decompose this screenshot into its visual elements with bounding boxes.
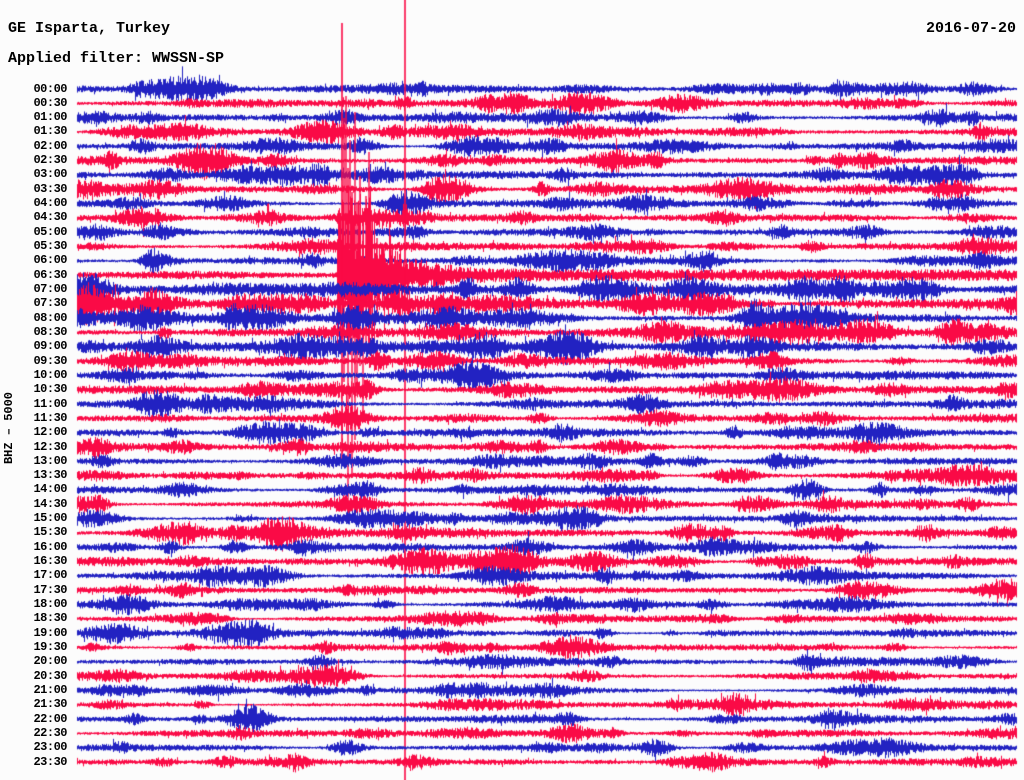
time-label-0230: 02:30	[33, 153, 67, 168]
time-label-2330: 23:30	[33, 754, 67, 769]
time-label-1930: 19:30	[33, 639, 67, 654]
time-label-0500: 05:00	[33, 224, 67, 239]
time-label-0330: 03:30	[33, 181, 67, 196]
time-label-0100: 01:00	[33, 110, 67, 125]
time-label-2230: 22:30	[33, 725, 67, 740]
time-label-1900: 19:00	[33, 625, 67, 640]
time-label-1600: 16:00	[33, 539, 67, 554]
time-label-1700: 17:00	[33, 568, 67, 583]
time-label-1730: 17:30	[33, 582, 67, 597]
time-label-0430: 04:30	[33, 210, 67, 225]
time-label-0600: 06:00	[33, 253, 67, 268]
time-label-1630: 16:30	[33, 554, 67, 569]
time-label-1800: 18:00	[33, 597, 67, 612]
time-label-0930: 09:30	[33, 353, 67, 368]
time-label-0830: 08:30	[33, 324, 67, 339]
time-label-2100: 21:00	[33, 682, 67, 697]
time-label-2130: 21:30	[33, 697, 67, 712]
time-label-0000: 00:00	[33, 81, 67, 96]
time-label-1030: 10:30	[33, 382, 67, 397]
time-label-0900: 09:00	[33, 339, 67, 354]
time-label-1430: 14:30	[33, 496, 67, 511]
time-label-0030: 00:30	[33, 95, 67, 110]
filter-label: Applied filter: WWSSN-SP	[8, 50, 225, 67]
date-label: 2016-07-20	[925, 20, 1016, 37]
station-title: GE Isparta, Turkey	[8, 20, 171, 37]
time-label-1100: 11:00	[33, 396, 67, 411]
time-label-0300: 03:00	[33, 167, 67, 182]
time-label-1400: 14:00	[33, 482, 67, 497]
time-label-0130: 01:30	[33, 124, 67, 139]
time-label-1530: 15:30	[33, 525, 67, 540]
time-label-0800: 08:00	[33, 310, 67, 325]
time-label-0730: 07:30	[33, 296, 67, 311]
time-label-1330: 13:30	[33, 468, 67, 483]
time-label-1500: 15:00	[33, 511, 67, 526]
time-label-0630: 06:30	[33, 267, 67, 282]
time-label-1200: 12:00	[33, 425, 67, 440]
time-label-1000: 10:00	[33, 367, 67, 382]
time-label-1300: 13:00	[33, 453, 67, 468]
time-label-0530: 05:30	[33, 239, 67, 254]
time-label-2300: 23:00	[33, 740, 67, 755]
time-label-1230: 12:30	[33, 439, 67, 454]
time-label-0200: 02:00	[33, 138, 67, 153]
time-label-2200: 22:00	[33, 711, 67, 726]
time-label-0400: 04:00	[33, 196, 67, 211]
time-label-1130: 11:30	[33, 410, 67, 425]
time-label-0700: 07:00	[33, 281, 67, 296]
time-label-2030: 20:30	[33, 668, 67, 683]
time-label-1830: 18:30	[33, 611, 67, 626]
time-label-2000: 20:00	[33, 654, 67, 669]
